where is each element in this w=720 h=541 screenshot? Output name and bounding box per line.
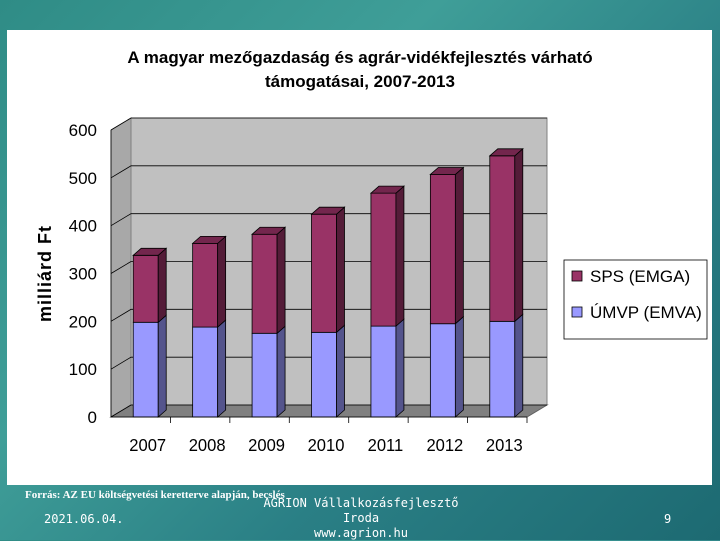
x-tick-label-2011: 2011 xyxy=(368,434,404,455)
bar-umvp-2007 xyxy=(132,321,159,418)
bar-top-2008 xyxy=(191,235,227,244)
bar-side-umvp-2007 xyxy=(157,314,167,418)
bar-top-2009 xyxy=(251,226,287,235)
footer-organization: AGRION Vállalkozásfejlesztő Iroda www.ag… xyxy=(256,496,466,541)
y-tick-label: 200 xyxy=(69,312,97,331)
x-tick-label-2009: 2009 xyxy=(248,434,285,455)
bar-side-sps-2009 xyxy=(276,226,286,335)
bar-top-2013 xyxy=(488,148,524,157)
bar-top-2011 xyxy=(369,185,405,194)
gridline xyxy=(110,404,547,418)
bar-side-sps-2008 xyxy=(217,235,227,328)
bar-umvp-2008 xyxy=(192,326,219,418)
chart-panel: A magyar mezőgazdaság és agrár-vidékfejl… xyxy=(7,30,712,485)
bar-top-2012 xyxy=(429,167,465,175)
bar-sps-2012 xyxy=(429,174,456,325)
bar-side-umvp-2008 xyxy=(217,319,227,418)
bar-top-2010 xyxy=(310,206,346,215)
legend-box xyxy=(563,259,708,340)
chart-title-line: A magyar mezőgazdaság és agrár-vidékfejl… xyxy=(127,48,592,67)
bar-sps-2009 xyxy=(251,233,278,334)
stacked-bar-chart: A magyar mezőgazdaság és agrár-vidékfejl… xyxy=(35,48,708,455)
y-tick-label: 600 xyxy=(69,121,97,140)
gridline xyxy=(110,213,547,227)
bar-umvp-2013 xyxy=(489,320,516,418)
gridline xyxy=(110,117,547,131)
bar-side-sps-2010 xyxy=(336,206,345,334)
bar-sps-2010 xyxy=(311,213,337,333)
bar-sps-2013 xyxy=(489,155,516,322)
page-number: 9 xyxy=(664,512,672,526)
y-axis-label: milliárd Ft xyxy=(35,225,55,322)
x-tick-label-2008: 2008 xyxy=(189,434,226,455)
footer-org-name: AGRION Vállalkozásfejlesztő Iroda xyxy=(263,496,459,525)
bar-side-umvp-2010 xyxy=(336,324,345,418)
bar-side-umvp-2009 xyxy=(276,325,286,418)
gridline xyxy=(110,261,547,274)
bar-side-umvp-2013 xyxy=(514,313,524,418)
bar-side-sps-2007 xyxy=(157,247,167,324)
legend-swatch-umvp xyxy=(571,306,583,318)
bar-umvp-2012 xyxy=(429,323,456,418)
gridline xyxy=(110,165,547,179)
bar-sps-2007 xyxy=(132,254,159,323)
x-tick-label-2012: 2012 xyxy=(426,434,463,455)
x-tick-label-2007: 2007 xyxy=(129,434,166,455)
bar-side-sps-2011 xyxy=(395,185,405,327)
bar-side-sps-2012 xyxy=(454,166,464,325)
footer-date: 2021.06.04. xyxy=(44,512,124,526)
legend-swatch-sps xyxy=(571,270,583,282)
bar-side-sps-2013 xyxy=(514,147,524,323)
legend-label-umvp: ÚMVP (EMVA) xyxy=(590,303,702,322)
y-tick-label: 400 xyxy=(69,217,97,236)
chart-title-line: támogatásai, 2007-2013 xyxy=(265,72,455,91)
y-tick-label: 100 xyxy=(69,360,97,379)
x-tick-label-2010: 2010 xyxy=(308,434,345,455)
bar-side-umvp-2011 xyxy=(395,318,405,418)
bar-sps-2008 xyxy=(192,242,219,328)
bar-umvp-2009 xyxy=(251,332,278,418)
bar-umvp-2010 xyxy=(311,331,337,418)
y-tick-label: 0 xyxy=(88,408,97,427)
gridline xyxy=(110,356,547,370)
legend-label-sps: SPS (EMGA) xyxy=(590,267,690,286)
source-note: Forrás: AZ EU költségvetési keretterve a… xyxy=(25,489,285,501)
bar-sps-2011 xyxy=(370,192,397,327)
bar-umvp-2011 xyxy=(370,325,397,418)
gridline xyxy=(110,308,547,322)
bar-top-2007 xyxy=(132,247,168,256)
x-tick-label-2013: 2013 xyxy=(486,434,523,455)
footer-org-url: www.agrion.hu xyxy=(314,526,408,540)
y-tick-label: 500 xyxy=(69,169,97,188)
y-tick-label: 300 xyxy=(69,265,97,284)
bar-side-umvp-2012 xyxy=(454,315,464,418)
